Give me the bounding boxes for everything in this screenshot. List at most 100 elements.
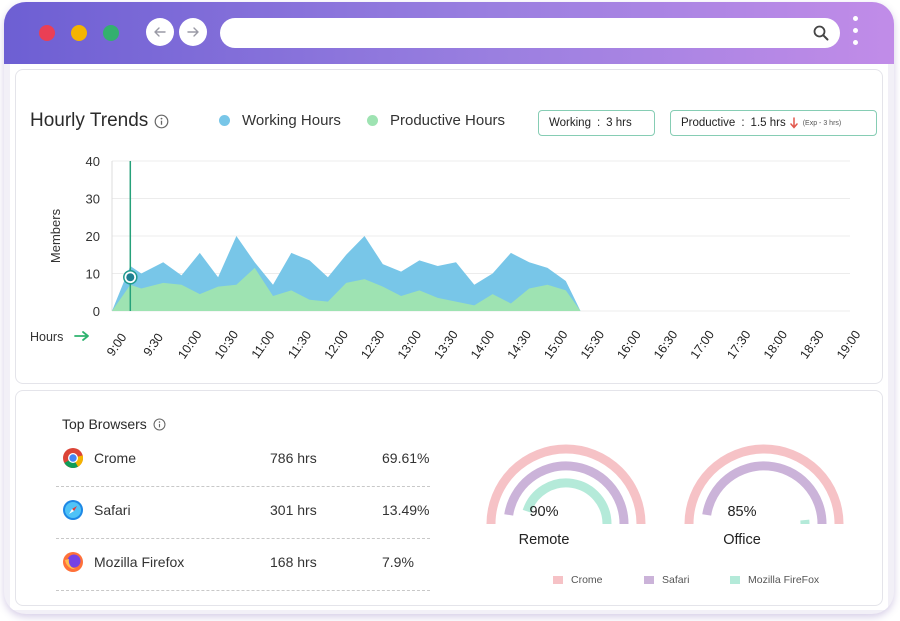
firefox-icon — [62, 551, 84, 573]
x-tick-label: 18:00 — [761, 328, 790, 362]
badge-label: Productive — [681, 117, 736, 129]
more-menu-button[interactable] — [853, 16, 859, 50]
browser-hours: 301 hrs — [270, 502, 317, 518]
legend-swatch — [730, 576, 740, 584]
x-tick-label: 11:30 — [285, 328, 314, 361]
close-button[interactable] — [39, 25, 55, 41]
productive-hours-badge: Productive : 1.5 hrs (Exp - 3 hrs) — [670, 110, 877, 136]
browser-hours: 168 hrs — [270, 554, 317, 570]
top-browsers-card: Top Browsers — [15, 390, 883, 606]
browser-row-safari[interactable]: Safari 301 hrs 13.49% — [56, 487, 430, 539]
gauge-legend-chrome: Crome — [553, 574, 603, 586]
gauge-remote-ring-mozilla-firefox — [522, 478, 612, 525]
badge-separator: : — [741, 117, 745, 129]
maximize-button[interactable] — [103, 25, 119, 41]
browser-percent: 7.9% — [382, 554, 414, 570]
legend-swatch — [553, 576, 563, 584]
x-tick-label: 13:00 — [395, 328, 424, 362]
x-tick-label: 17:30 — [724, 328, 753, 362]
arrow-right-icon — [74, 331, 89, 341]
badge-value: 1.5 hrs — [750, 117, 786, 129]
x-tick-label: 14:30 — [505, 328, 534, 362]
x-tick-label: 18:30 — [797, 328, 826, 362]
browser-row-chrome[interactable]: Crome 786 hrs 69.61% — [56, 435, 430, 487]
gauge-legend-firefox: Mozilla FireFox — [730, 574, 819, 586]
browsers-title-text: Top Browsers — [62, 416, 147, 432]
gauge-remote-ring-crome — [486, 444, 646, 525]
x-tick-label: 9:00 — [104, 331, 129, 359]
y-axis-label: Members — [48, 208, 63, 263]
browser-hours: 786 hrs — [270, 450, 317, 466]
x-tick-label: 10:00 — [175, 328, 204, 362]
x-tick-label: 14:00 — [468, 328, 497, 362]
gauge-office-label: Office — [723, 532, 761, 548]
legend-label: Crome — [571, 574, 603, 586]
browser-row-firefox[interactable]: Mozilla Firefox 168 hrs 7.9% — [56, 539, 430, 591]
gauge-remote-value: 90% — [529, 504, 558, 520]
hover-marker-dot — [126, 273, 135, 282]
x-tick-label: 12:30 — [358, 328, 387, 362]
search-icon[interactable] — [812, 24, 830, 47]
y-tick-label: 30 — [86, 192, 100, 207]
x-tick-label: 19:00 — [834, 328, 863, 362]
browser-name: Mozilla Firefox — [94, 554, 185, 570]
y-tick-label: 10 — [86, 267, 100, 282]
minimize-button[interactable] — [71, 25, 87, 41]
browser-percent: 69.61% — [382, 450, 430, 466]
y-tick-label: 20 — [86, 229, 100, 244]
gauge-remote-ring-safari — [504, 461, 629, 525]
info-icon[interactable] — [153, 418, 166, 431]
y-tick-label: 40 — [86, 154, 100, 169]
address-bar[interactable] — [220, 18, 840, 48]
x-tick-label: 15:00 — [541, 328, 570, 362]
x-tick-label: 16:30 — [651, 328, 680, 362]
badge-label: Working — [549, 117, 591, 129]
browsers-title: Top Browsers — [62, 416, 166, 432]
gauge-remote-label: Remote — [519, 532, 570, 548]
chrome-icon — [62, 447, 84, 469]
arrow-left-icon — [154, 27, 166, 37]
legend-dot — [367, 115, 378, 126]
working-hours-badge: Working : 3 hrs — [538, 110, 655, 136]
gauge-legend-safari: Safari — [644, 574, 689, 586]
gauge-office-ring-safari — [702, 461, 827, 525]
info-icon[interactable] — [154, 114, 169, 129]
badge-separator: : — [596, 117, 601, 129]
arrow-down-icon — [789, 117, 798, 129]
x-tick-label: 10:30 — [212, 328, 241, 362]
badge-value: 3 hrs — [606, 117, 632, 129]
x-tick-label: 17:00 — [688, 328, 717, 362]
legend-dot — [219, 115, 230, 126]
back-button[interactable] — [146, 18, 174, 46]
browser-name: Safari — [94, 502, 131, 518]
badge-note: (Exp - 3 hrs) — [802, 119, 842, 127]
legend-label: Productive Hours — [390, 112, 506, 129]
title-bar — [4, 2, 894, 64]
safari-icon — [62, 499, 84, 521]
page-content: Hourly Trends Working Hours Productive H… — [10, 64, 888, 610]
browser-window: Hourly Trends Working Hours Productive H… — [4, 2, 894, 614]
x-tick-label: 11:00 — [249, 328, 278, 361]
browser-gauges: 90% Remote 85% Office — [486, 444, 844, 548]
browser-name: Crome — [94, 450, 137, 466]
legend-productive-hours: Productive Hours — [367, 112, 505, 129]
y-tick-label: 0 — [93, 304, 100, 319]
legend-label: Safari — [662, 574, 690, 586]
legend-label: Working Hours — [242, 112, 341, 129]
legend-swatch — [644, 576, 654, 584]
arrow-right-icon — [187, 27, 199, 37]
x-tick-label: 13:30 — [431, 328, 460, 362]
trends-title-text: Hourly Trends — [30, 110, 149, 131]
legend-working-hours: Working Hours — [219, 112, 341, 129]
x-tick-label: 16:00 — [614, 328, 643, 362]
browser-percent: 13.49% — [382, 502, 430, 518]
hourly-trends-card: Hourly Trends Working Hours Productive H… — [15, 69, 883, 384]
gauge-office-ring-crome — [684, 444, 844, 525]
gauge-office-value: 85% — [727, 504, 756, 520]
x-axis-label: Hours — [30, 330, 63, 344]
legend-label: Mozilla FireFox — [748, 574, 820, 586]
x-tick-label: 9:30 — [141, 331, 166, 359]
forward-button[interactable] — [179, 18, 207, 46]
x-tick-label: 15:30 — [578, 328, 607, 362]
